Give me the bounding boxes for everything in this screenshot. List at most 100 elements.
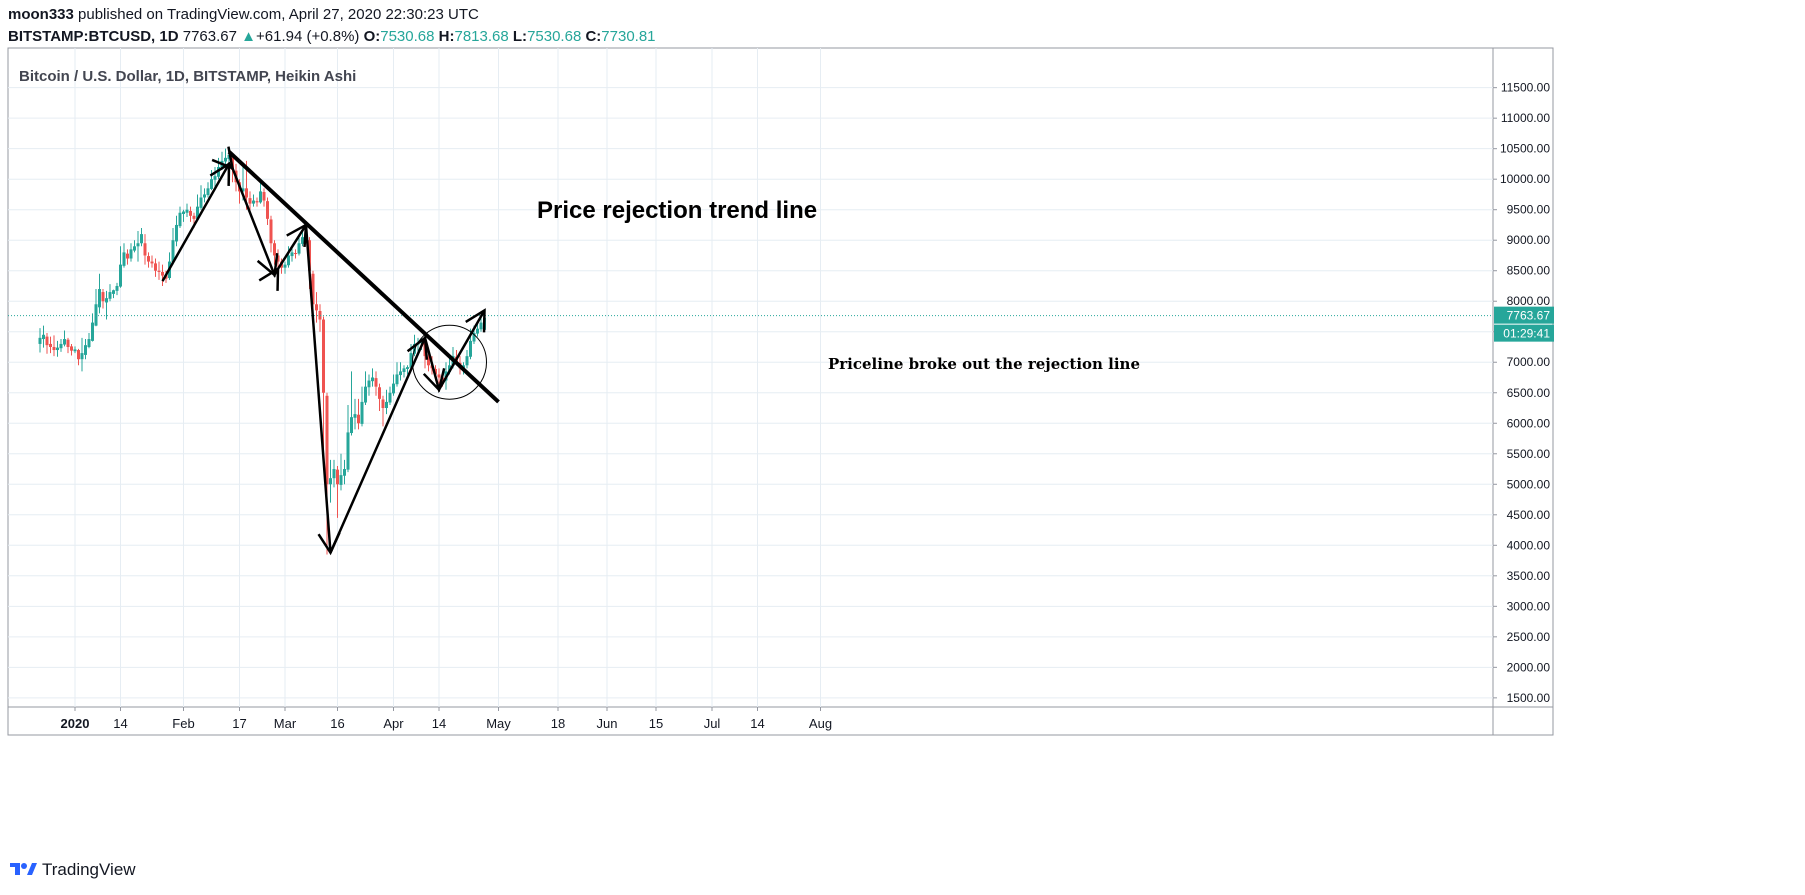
candle-body — [63, 339, 66, 345]
x-tick-label: Jul — [704, 716, 721, 731]
candle-body — [38, 337, 42, 344]
y-tick-label: 4500.00 — [1507, 508, 1551, 522]
candle-body — [161, 271, 164, 276]
annotation-breakout-note: Priceline broke out the rejection line — [828, 355, 1140, 373]
candle-body — [185, 209, 189, 213]
x-tick-label: 14 — [113, 716, 127, 731]
ohlc-legend: BITSTAMP:BTCUSD, 1D 7763.67 ▲+61.94 (+0.… — [8, 28, 656, 45]
candle-body — [133, 246, 136, 251]
candle — [287, 246, 290, 268]
y-tick-label: 9500.00 — [1507, 203, 1551, 217]
last-price: 7763.67 — [182, 28, 237, 45]
candle — [154, 258, 157, 277]
open-label: O: — [363, 28, 381, 45]
x-tick-label: Mar — [274, 716, 297, 731]
y-tick-label: 5000.00 — [1507, 477, 1551, 491]
candle-body — [52, 346, 56, 351]
candle-body — [395, 374, 399, 385]
candle-body — [126, 253, 129, 259]
candle — [406, 365, 409, 375]
high-label: H: — [438, 28, 455, 45]
candle-body — [378, 387, 381, 399]
candle — [248, 191, 252, 213]
candle — [357, 398, 360, 430]
price-swing-path — [161, 161, 486, 554]
candle — [479, 316, 483, 332]
candle-body — [203, 194, 206, 198]
candle-body — [77, 350, 80, 360]
candle-body — [311, 273, 315, 305]
candle-body — [241, 188, 245, 192]
candle-body — [248, 198, 252, 204]
candle — [66, 337, 70, 354]
candle-body — [350, 417, 353, 434]
candle — [87, 332, 91, 349]
candle — [42, 325, 45, 348]
candle — [294, 249, 297, 259]
candle-body — [129, 249, 133, 259]
x-tick-label: 14 — [750, 716, 764, 731]
candle — [122, 243, 126, 268]
candle-body — [339, 475, 343, 485]
candle — [182, 209, 185, 222]
x-tick-label: 2020 — [61, 716, 90, 731]
candle — [147, 252, 150, 268]
candle — [157, 261, 161, 280]
candle-body — [192, 215, 196, 219]
countdown-tag — [1494, 324, 1554, 342]
candle — [38, 328, 42, 353]
candle — [185, 203, 189, 218]
candle — [399, 362, 402, 381]
candle-body — [98, 289, 101, 308]
tradingview-logo[interactable]: TradingView — [8, 860, 136, 880]
low-label: L: — [512, 28, 528, 45]
candle-body — [66, 339, 70, 347]
x-tick-label: Jun — [597, 716, 618, 731]
candle-body — [266, 201, 269, 219]
candle-body — [252, 200, 255, 204]
x-tick-label: Apr — [383, 716, 404, 731]
candle — [59, 339, 63, 352]
candle — [199, 185, 203, 210]
candle — [262, 188, 266, 207]
candle — [189, 206, 192, 222]
swing-arrowhead — [211, 146, 235, 171]
candle — [252, 194, 255, 207]
publisher-name: moon333 — [8, 6, 74, 23]
candle — [322, 316, 325, 454]
candle — [465, 350, 469, 369]
swing-arrowhead — [406, 335, 429, 360]
candle — [332, 459, 336, 488]
candle-body — [437, 374, 441, 378]
candle — [175, 215, 178, 247]
candle-body — [276, 255, 280, 262]
candle — [171, 228, 175, 265]
candle — [150, 255, 154, 268]
candle — [70, 343, 73, 356]
candle — [136, 231, 140, 262]
candle — [206, 182, 210, 198]
candle-body — [262, 192, 266, 201]
candle — [402, 365, 406, 378]
candle — [367, 374, 371, 396]
candle — [392, 374, 395, 396]
candle — [346, 404, 350, 473]
candle-body — [374, 378, 378, 387]
candle-body — [287, 255, 290, 266]
last-price-tag — [1494, 306, 1554, 324]
candle — [56, 340, 59, 357]
candle-body — [315, 304, 318, 311]
x-tick-label: 17 — [232, 716, 246, 731]
countdown-label: 01:29:41 — [1503, 327, 1550, 341]
open-value: 7530.68 — [380, 28, 435, 45]
candle-body — [427, 356, 430, 366]
candle-body — [150, 261, 154, 264]
candle-body — [476, 328, 479, 334]
candle — [178, 206, 182, 229]
close-label: C: — [585, 28, 602, 45]
candle-body — [357, 414, 360, 424]
candle — [437, 368, 441, 384]
candle-body — [479, 322, 483, 330]
x-tick-label: 14 — [432, 716, 446, 731]
